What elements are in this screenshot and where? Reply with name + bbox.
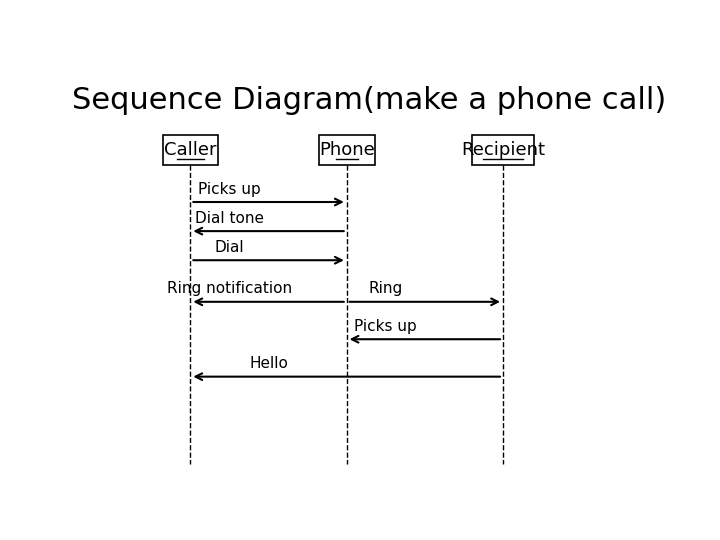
Text: Ring notification: Ring notification <box>167 281 292 296</box>
Text: Ring: Ring <box>369 281 403 296</box>
Bar <box>163 136 218 165</box>
Bar <box>472 136 534 165</box>
Bar <box>319 136 374 165</box>
Text: Sequence Diagram(make a phone call): Sequence Diagram(make a phone call) <box>72 85 666 114</box>
Text: Dial: Dial <box>215 240 244 255</box>
Text: Dial tone: Dial tone <box>195 211 264 226</box>
Text: Phone: Phone <box>319 141 374 159</box>
Text: Caller: Caller <box>164 141 217 159</box>
Text: Hello: Hello <box>249 356 288 371</box>
Text: Picks up: Picks up <box>198 181 261 197</box>
Text: Picks up: Picks up <box>354 319 417 334</box>
Text: Recipient: Recipient <box>461 141 545 159</box>
